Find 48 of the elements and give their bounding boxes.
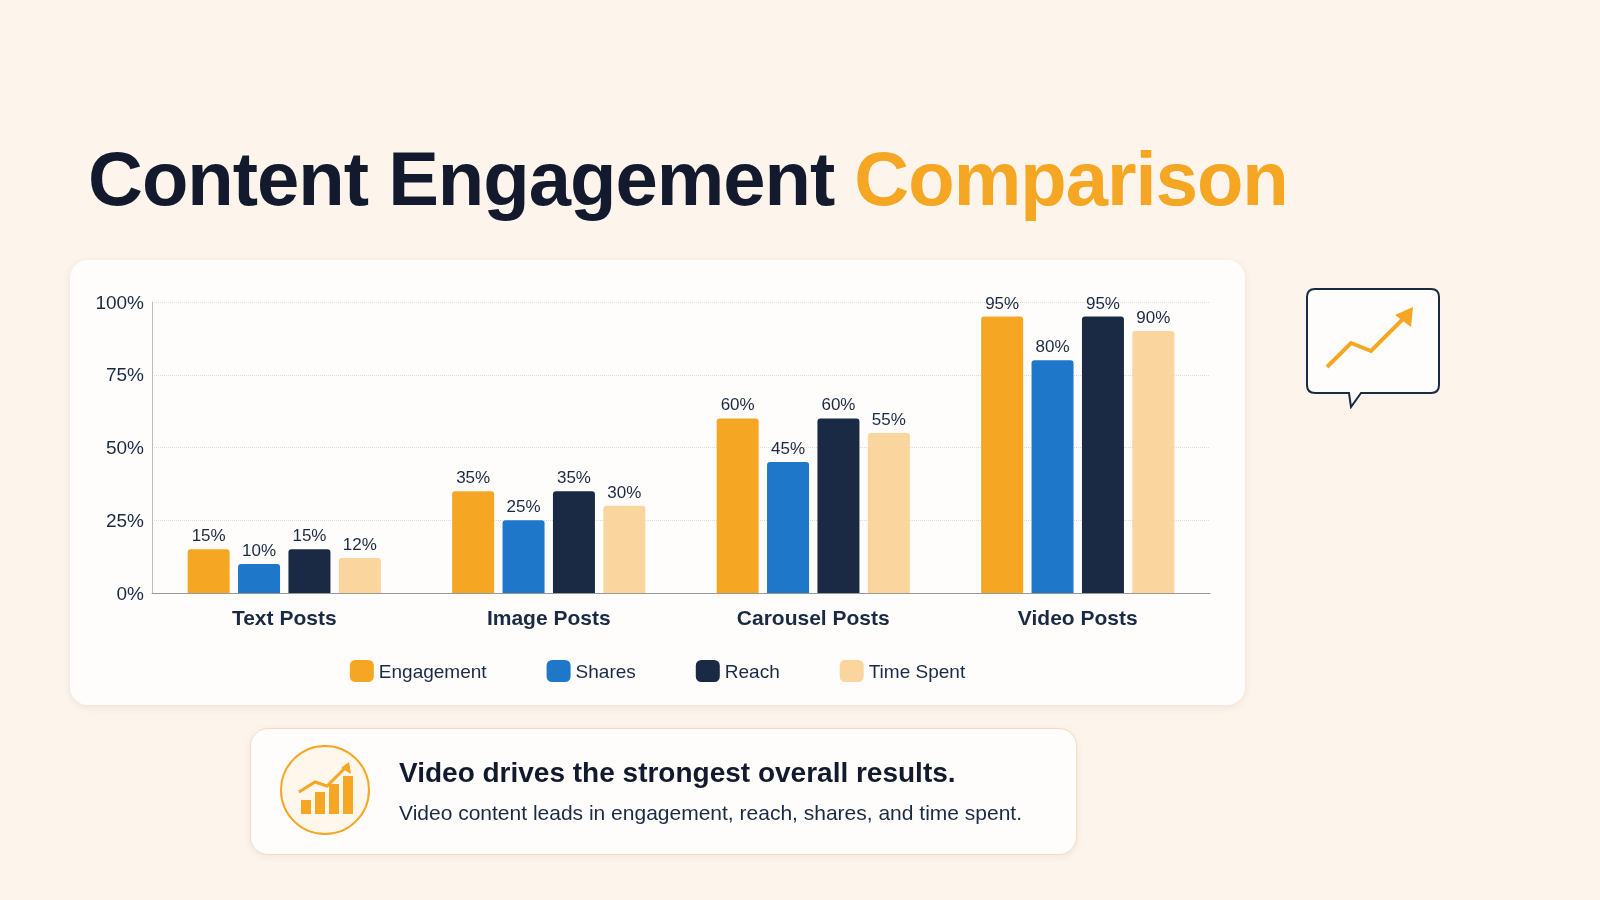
data-label: 90% bbox=[1136, 308, 1171, 328]
x-tick-label: Carousel Posts bbox=[736, 606, 890, 629]
y-tick-label: 25% bbox=[105, 509, 145, 531]
data-label: 25% bbox=[506, 497, 541, 517]
legend-label: Engagement bbox=[378, 660, 488, 682]
legend-label: Reach bbox=[724, 660, 780, 682]
legend-label: Shares bbox=[575, 660, 636, 682]
data-label: 10% bbox=[242, 540, 277, 560]
data-label: 30% bbox=[607, 482, 642, 502]
data-label: 15% bbox=[191, 526, 226, 546]
bar bbox=[1031, 360, 1074, 593]
data-label: 35% bbox=[556, 468, 591, 488]
data-label: 60% bbox=[821, 395, 856, 415]
data-label: 55% bbox=[871, 409, 906, 429]
data-label: 12% bbox=[342, 535, 377, 555]
y-tick-label: 100% bbox=[95, 291, 145, 313]
y-tick-label: 75% bbox=[105, 364, 145, 386]
bar bbox=[238, 563, 281, 593]
bar bbox=[981, 316, 1024, 593]
bar bbox=[767, 462, 810, 593]
bar bbox=[867, 432, 910, 593]
bar bbox=[452, 491, 495, 593]
bar bbox=[1081, 316, 1124, 593]
bar bbox=[552, 491, 595, 593]
data-label: 60% bbox=[720, 395, 755, 415]
y-tick-label: 50% bbox=[105, 437, 145, 458]
data-label: 15% bbox=[292, 526, 327, 546]
x-tick-label: Text Posts bbox=[231, 606, 337, 629]
bar bbox=[187, 549, 230, 593]
bar bbox=[502, 520, 545, 593]
x-tick-label: Image Posts bbox=[486, 606, 611, 629]
bar bbox=[603, 505, 646, 593]
data-label: 45% bbox=[771, 439, 806, 459]
y-tick-label: 0% bbox=[116, 582, 145, 604]
bar bbox=[716, 418, 759, 593]
chart-title: Content Engagement Comparison bbox=[88, 135, 1288, 222]
data-label: 95% bbox=[1085, 293, 1120, 313]
text: Video content leads in engagement, reach, shares, and time spent. bbox=[399, 801, 1023, 825]
data-label: 80% bbox=[1035, 337, 1070, 357]
legend-label: Time Spent bbox=[868, 660, 966, 682]
bar bbox=[338, 558, 381, 593]
data-label: 35% bbox=[456, 468, 491, 488]
text: Video drives the strongest overall results. bbox=[399, 757, 956, 789]
x-tick-label: Video Posts bbox=[1017, 606, 1138, 629]
bar bbox=[817, 418, 860, 593]
bar bbox=[288, 549, 331, 593]
bar bbox=[1132, 331, 1175, 593]
data-label: 95% bbox=[985, 293, 1020, 313]
